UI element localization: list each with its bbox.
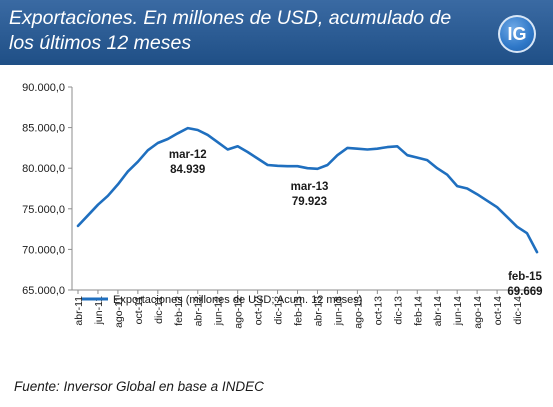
annotation-label: mar-13 [291,181,329,193]
annotation-label: feb-15 [508,271,542,283]
chart-header: Exportaciones. En millones de USD, acumu… [0,0,553,65]
x-tick-label: oct-11 [133,296,145,325]
inversor-global-logo: IG [498,15,536,53]
x-tick-label: abr-11 [73,296,85,326]
annotation-value: 84.939 [170,164,205,176]
x-tick-label: ago-12 [233,296,245,329]
y-tick-label: 85.000,0 [22,123,65,135]
x-tick-label: dic-11 [153,296,165,324]
x-tick-label: ago-13 [352,296,364,329]
x-tick-label: jun-13 [332,296,344,326]
annotation-value: 69.669 [507,286,542,298]
x-tick-label: dic-14 [512,296,524,325]
chart-title: Exportaciones. En millones de USD, acumu… [9,7,452,54]
annotation-label: mar-12 [169,149,207,161]
x-tick-label: jun-14 [452,296,464,326]
x-tick-label: oct-13 [372,296,384,325]
y-tick-label: 90.000,0 [22,82,65,94]
y-tick-label: 65.000,0 [22,285,65,297]
x-tick-label: abr-14 [432,296,444,327]
legend-label: Exportaciones (millones de USD; Acum. 12… [113,294,362,306]
x-tick-label: feb-12 [173,296,185,326]
x-tick-label: abr-13 [312,296,324,327]
x-tick-label: jun-11 [93,296,105,326]
x-tick-label: dic-13 [392,296,404,325]
series-line-exportaciones [76,126,539,254]
x-tick-label: feb-14 [412,296,424,326]
x-tick-label: oct-14 [492,296,504,325]
x-tick-label: feb-13 [293,296,305,326]
logo-text: IG [507,23,527,44]
y-tick-label: 75.000,0 [22,204,65,216]
y-tick-label: 80.000,0 [22,163,65,175]
x-tick-label: dic-12 [273,296,285,325]
line-chart: 65.000,0 70.000,0 75.000,0 80.000,0 85.000,0… [22,82,542,329]
x-tick-label: abr-12 [193,296,205,327]
annotation-value: 79.923 [292,196,327,208]
source-note: Fuente: Inversor Global en base a INDEC [14,379,264,394]
x-tick-label: ago-14 [472,296,484,329]
x-tick-label: jun-12 [213,296,225,326]
x-tick-label: ago-11 [113,296,125,328]
y-tick-label: 70.000,0 [22,244,65,256]
chart-area: 65.000,0 70.000,0 75.000,0 80.000,0 85.000,0… [0,65,553,365]
x-tick-label: oct-12 [253,296,265,325]
